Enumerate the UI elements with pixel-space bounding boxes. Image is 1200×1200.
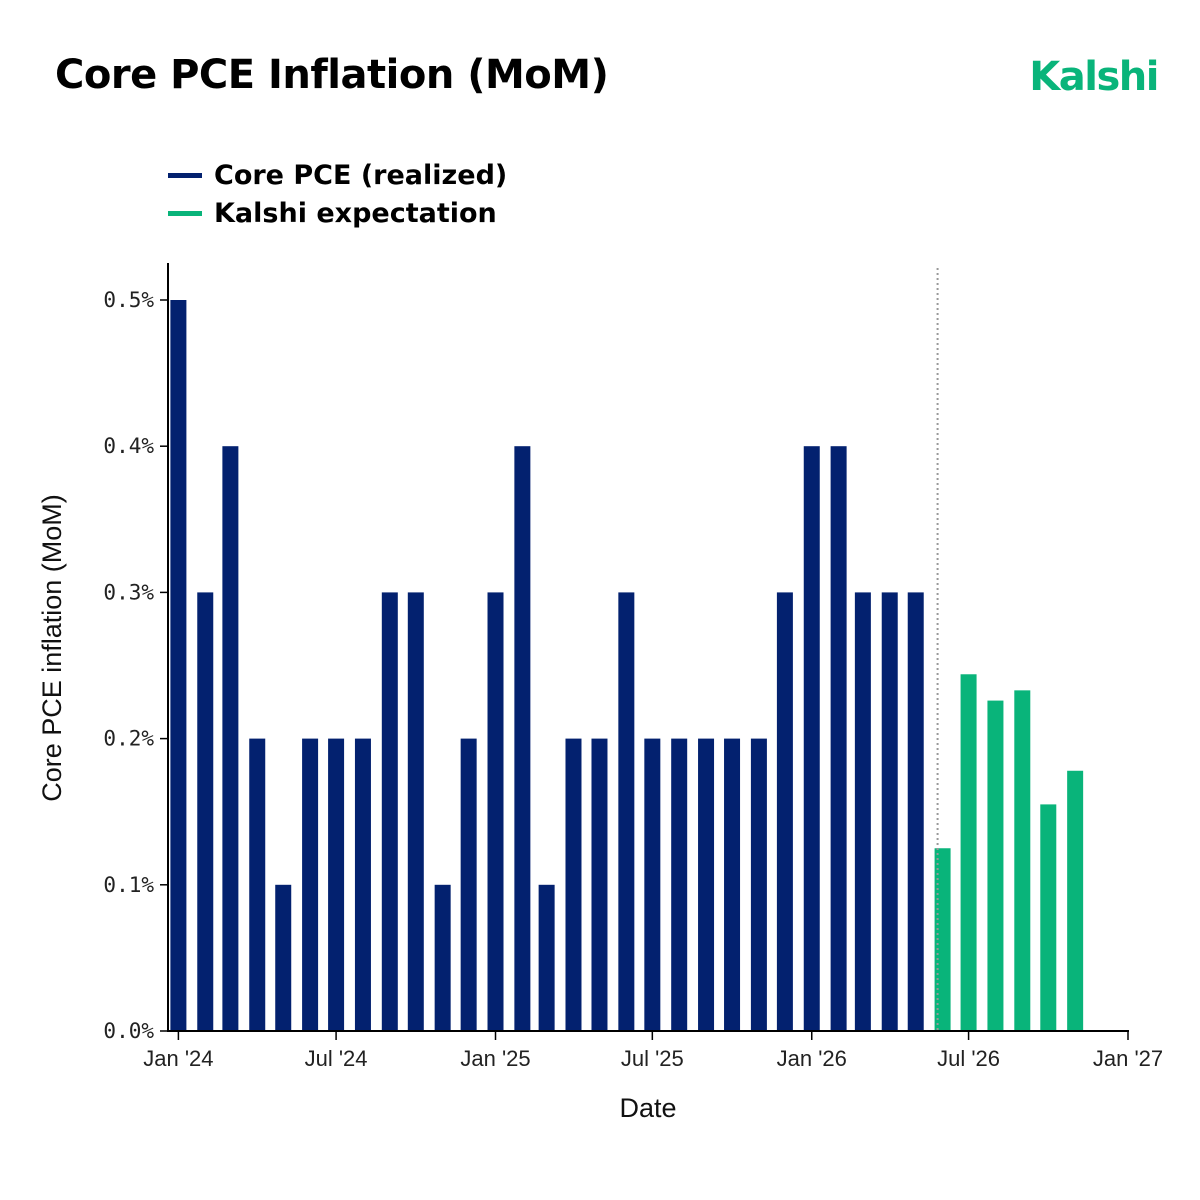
y-tick-label: 0.4% bbox=[103, 434, 154, 458]
bar-realized bbox=[302, 738, 319, 1031]
bar-realized bbox=[907, 592, 924, 1031]
bar-realized bbox=[644, 738, 661, 1031]
x-tick-label: Jul '25 bbox=[621, 1046, 684, 1071]
y-tick-label: 0.5% bbox=[103, 288, 154, 312]
legend-label-realized: Core PCE (realized) bbox=[214, 159, 508, 191]
x-tick-label: Jan '25 bbox=[460, 1046, 530, 1071]
legend: Core PCE (realized) Kalshi expectation bbox=[168, 156, 507, 232]
legend-item-expectation: Kalshi expectation bbox=[168, 194, 507, 232]
legend-swatch-realized bbox=[168, 172, 202, 178]
y-tick-label: 0.2% bbox=[103, 727, 154, 751]
bar-realized bbox=[354, 738, 371, 1031]
bar-expectation bbox=[987, 700, 1004, 1031]
bar-realized bbox=[407, 592, 424, 1031]
x-tick-label: Jan '26 bbox=[777, 1046, 847, 1071]
bar-realized bbox=[170, 300, 187, 1031]
bar-expectation bbox=[1067, 770, 1084, 1031]
bar-realized bbox=[197, 592, 214, 1031]
bar-realized bbox=[591, 738, 608, 1031]
bar-realized bbox=[460, 738, 477, 1031]
bar-expectation bbox=[960, 674, 977, 1031]
bar-expectation bbox=[1040, 804, 1057, 1031]
bar-realized bbox=[803, 446, 820, 1031]
bar-realized bbox=[618, 592, 635, 1031]
chart-title: Core PCE Inflation (MoM) bbox=[55, 52, 609, 98]
y-axis-title: Core PCE inflation (MoM) bbox=[37, 494, 67, 802]
bar-realized bbox=[328, 738, 345, 1031]
bar-realized bbox=[538, 884, 555, 1031]
bar-realized bbox=[275, 884, 292, 1031]
bar-realized bbox=[565, 738, 582, 1031]
bar-expectation bbox=[1014, 690, 1031, 1031]
bar-realized bbox=[854, 592, 871, 1031]
bar-realized bbox=[381, 592, 398, 1031]
bar-realized bbox=[434, 884, 451, 1031]
bar-realized bbox=[776, 592, 793, 1031]
kalshi-logo[interactable]: Kalshi bbox=[1029, 54, 1159, 100]
bar-realized bbox=[249, 738, 266, 1031]
x-axis-title: Date bbox=[619, 1093, 676, 1123]
bar-realized bbox=[487, 592, 504, 1031]
x-tick-label: Jan '24 bbox=[143, 1046, 213, 1071]
x-tick-label: Jul '26 bbox=[937, 1046, 1000, 1071]
bar-realized bbox=[724, 738, 741, 1031]
legend-swatch-expectation bbox=[168, 210, 202, 216]
x-tick-label: Jan '27 bbox=[1093, 1046, 1163, 1071]
bar-realized bbox=[830, 446, 847, 1031]
bar-realized bbox=[671, 738, 688, 1031]
bar-realized bbox=[698, 738, 715, 1031]
x-tick-label: Jul '24 bbox=[305, 1046, 368, 1071]
y-tick-label: 0.3% bbox=[103, 580, 154, 604]
legend-label-expectation: Kalshi expectation bbox=[214, 197, 497, 229]
bar-realized bbox=[222, 446, 239, 1031]
legend-item-realized: Core PCE (realized) bbox=[168, 156, 507, 194]
bar-realized bbox=[514, 446, 531, 1031]
y-tick-label: 0.0% bbox=[103, 1019, 154, 1043]
bar-realized bbox=[750, 738, 767, 1031]
y-tick-label: 0.1% bbox=[103, 873, 154, 897]
bar-realized bbox=[881, 592, 898, 1031]
